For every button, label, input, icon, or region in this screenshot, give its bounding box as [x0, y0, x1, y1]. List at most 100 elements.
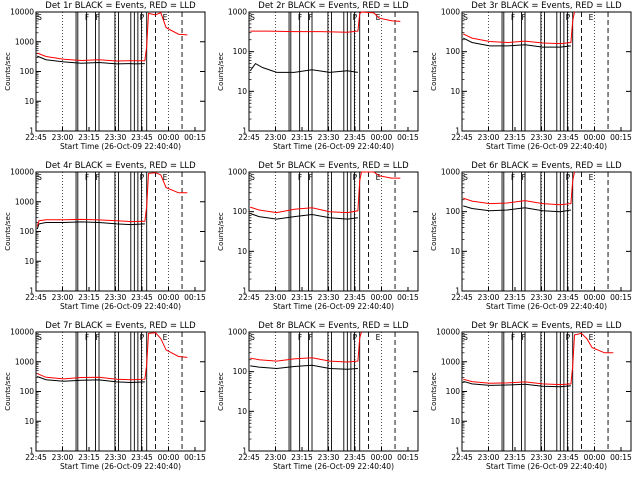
flag-label: F — [298, 173, 302, 182]
flag-label: E — [376, 333, 381, 342]
flag-label: S — [463, 13, 468, 22]
y-tick-label: 1000 — [228, 8, 247, 17]
flag-label: F — [298, 333, 302, 342]
lld-series-line — [36, 172, 188, 227]
x-tick-label: 23:15 — [78, 133, 100, 142]
y-tick-label: 1 — [242, 447, 247, 456]
x-tick-label: 22:45 — [25, 133, 47, 142]
flag-label: F — [95, 173, 99, 182]
plot-frame — [461, 331, 632, 452]
x-tick-label: 00:15 — [610, 293, 632, 302]
x-tick-label: 23:30 — [318, 293, 340, 302]
x-axis-label: Start Time (26-Oct-09 22:40:40) — [273, 302, 394, 311]
y-tick-label: 100 — [446, 47, 461, 56]
y-tick-label: 10 — [450, 247, 460, 256]
flag-label: F — [85, 173, 89, 182]
flag-label: F — [511, 333, 515, 342]
events-series-line — [249, 62, 358, 73]
x-tick-label: 00:00 — [158, 453, 180, 462]
x-tick-label: 23:15 — [291, 293, 313, 302]
y-tick-label: 10000 — [436, 328, 460, 337]
flag-label: F — [85, 13, 89, 22]
lld-series-line — [250, 331, 362, 363]
y-tick-label: 10 — [237, 407, 247, 416]
flag-label: E — [163, 13, 168, 22]
y-axis-label: Counts/sec — [430, 212, 438, 251]
y-tick-label: 100 — [446, 387, 461, 396]
x-tick-label: 22:45 — [451, 133, 473, 142]
x-tick-label: 23:30 — [531, 293, 553, 302]
x-axis-label: Start Time (26-Oct-09 22:40:40) — [273, 142, 394, 151]
events-series-line — [463, 205, 571, 213]
plot-frame — [248, 11, 419, 132]
flag-label: P — [353, 333, 358, 342]
y-tick-label: 100 — [20, 227, 35, 236]
lld-series-line — [37, 332, 188, 381]
x-tick-label: 00:00 — [584, 453, 606, 462]
flag-label: F — [298, 13, 302, 22]
events-series-line — [36, 221, 145, 230]
panel-title: Det 3r BLACK = Events, RED = LLD — [471, 1, 622, 11]
y-tick-label: 1000 — [228, 168, 247, 177]
x-tick-label: 23:00 — [478, 293, 500, 302]
flag-label: F — [521, 333, 525, 342]
x-tick-label: 00:15 — [184, 453, 206, 462]
flag-label: P — [140, 333, 145, 342]
x-tick-label: 00:15 — [184, 293, 206, 302]
y-tick-label: 10 — [450, 417, 460, 426]
x-tick-label: 23:30 — [318, 133, 340, 142]
lld-series-line — [463, 332, 614, 386]
flag-label: F — [521, 173, 525, 182]
events-series-line — [250, 213, 358, 220]
flag-label: E — [163, 173, 168, 182]
y-axis-label: Counts/sec — [217, 212, 225, 251]
x-tick-label: 23:30 — [531, 133, 553, 142]
x-tick-label: 23:45 — [344, 293, 366, 302]
y-axis-label: Counts/sec — [4, 212, 12, 251]
flag-label: F — [521, 13, 525, 22]
x-tick-label: 23:00 — [478, 133, 500, 142]
x-tick-label: 23:00 — [265, 133, 287, 142]
y-tick-label: 10 — [24, 257, 34, 266]
x-tick-label: 00:15 — [184, 133, 206, 142]
x-tick-label: 23:30 — [318, 453, 340, 462]
flag-label: S — [250, 13, 255, 22]
x-tick-label: 23:00 — [265, 293, 287, 302]
flag-label: F — [85, 333, 89, 342]
x-tick-label: 23:30 — [105, 453, 127, 462]
flag-label: S — [37, 333, 42, 342]
x-tick-label: 23:00 — [52, 293, 74, 302]
flag-label: E — [589, 333, 594, 342]
panel-title: Det 7r BLACK = Events, RED = LLD — [45, 321, 196, 331]
x-tick-label: 00:15 — [610, 133, 632, 142]
x-tick-label: 00:00 — [158, 133, 180, 142]
x-axis-label: Start Time (26-Oct-09 22:40:40) — [60, 462, 181, 471]
panel-title: Det 6r BLACK = Events, RED = LLD — [471, 161, 622, 171]
x-tick-label: 00:00 — [371, 133, 393, 142]
flag-label: P — [353, 13, 358, 22]
x-tick-label: 23:15 — [504, 293, 526, 302]
plot-frame — [248, 331, 419, 452]
x-tick-label: 23:15 — [78, 293, 100, 302]
lld-series-line — [463, 171, 575, 206]
y-tick-label: 1000 — [15, 37, 34, 46]
y-tick-label: 1000 — [228, 328, 247, 337]
y-tick-label: 1000 — [441, 8, 460, 17]
x-tick-label: 22:45 — [451, 293, 473, 302]
x-axis-label: Start Time (26-Oct-09 22:40:40) — [486, 142, 607, 151]
x-tick-label: 00:00 — [371, 453, 393, 462]
x-tick-label: 23:45 — [344, 453, 366, 462]
flag-label: S — [250, 173, 255, 182]
y-axis-label: Counts/sec — [4, 372, 12, 411]
flag-label: S — [37, 13, 42, 22]
x-tick-label: 00:00 — [158, 293, 180, 302]
x-tick-label: 00:00 — [584, 133, 606, 142]
flag-label: F — [95, 13, 99, 22]
plot-frame — [35, 331, 206, 452]
y-tick-label: 100 — [20, 67, 35, 76]
